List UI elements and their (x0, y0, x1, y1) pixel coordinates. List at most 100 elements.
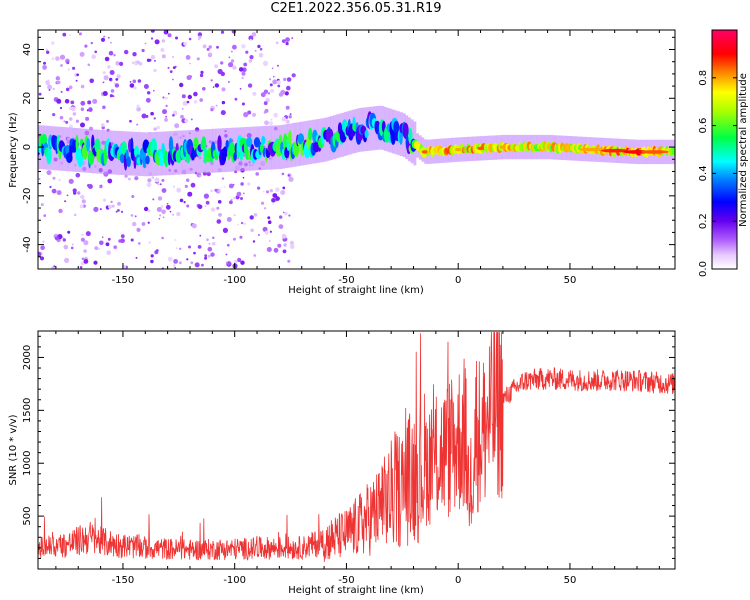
noise-pixel (204, 205, 207, 208)
noise-pixel (210, 79, 213, 82)
noise-pixel (129, 81, 132, 83)
noise-pixel (67, 230, 71, 234)
noise-pixel (80, 122, 85, 128)
noise-pixel (214, 188, 218, 192)
snr-line (38, 332, 675, 562)
noise-pixel (284, 91, 289, 96)
noise-pixel (247, 110, 252, 115)
noise-pixel (217, 200, 222, 204)
noise-pixel (271, 67, 274, 70)
noise-pixel (212, 236, 215, 239)
noise-pixel (43, 61, 46, 65)
noise-pixel (248, 35, 254, 41)
noise-pixel (273, 247, 279, 253)
noise-pixel (286, 77, 292, 82)
ridge-pixel (402, 122, 409, 139)
noise-pixel (106, 120, 109, 123)
noise-pixel (196, 57, 200, 61)
noise-pixel (252, 91, 257, 96)
noise-pixel (93, 206, 99, 212)
noise-pixel (214, 64, 219, 69)
noise-pixel (147, 221, 150, 224)
noise-pixel (85, 116, 90, 121)
noise-pixel (255, 172, 259, 176)
noise-pixel (154, 60, 156, 62)
noise-pixel (201, 263, 204, 267)
noise-pixel (242, 176, 245, 179)
noise-pixel (257, 234, 260, 236)
noise-pixel (185, 55, 191, 60)
noise-pixel (101, 123, 105, 127)
noise-pixel (186, 178, 190, 182)
noise-pixel (276, 80, 281, 85)
noise-pixel (275, 187, 280, 192)
noise-pixel (200, 70, 204, 74)
noise-pixel (202, 44, 207, 49)
noise-pixel (269, 83, 273, 87)
noise-pixel (173, 259, 179, 264)
noise-pixel (211, 241, 216, 246)
noise-pixel (47, 84, 53, 90)
noise-pixel (58, 208, 63, 214)
noise-pixel (268, 121, 273, 126)
noise-pixel (159, 214, 162, 217)
noise-pixel (80, 261, 85, 266)
x-tick-label: -100 (223, 575, 246, 586)
noise-pixel (220, 110, 226, 116)
noise-pixel (40, 245, 45, 251)
noise-pixel (268, 239, 271, 242)
y-tick-label: 1000 (22, 450, 33, 475)
noise-pixel (179, 198, 184, 203)
noise-pixel (166, 202, 169, 205)
noise-pixel (193, 251, 196, 255)
noise-pixel (282, 211, 285, 214)
noise-pixel (93, 260, 98, 265)
noise-pixel (87, 100, 92, 105)
noise-pixel (272, 79, 278, 85)
noise-pixel (40, 203, 44, 207)
noise-pixel (221, 100, 226, 105)
noise-pixel (272, 203, 274, 205)
noise-pixel (183, 41, 188, 46)
noise-pixel (59, 115, 64, 120)
noise-pixel (172, 78, 174, 81)
noise-pixel (110, 41, 112, 44)
noise-pixel (281, 172, 285, 176)
noise-pixel (161, 236, 164, 240)
noise-pixel (281, 116, 287, 122)
ridge-halo (129, 131, 132, 176)
y-tick-label: -20 (22, 188, 33, 204)
noise-pixel (162, 109, 167, 115)
noise-pixel (248, 59, 253, 63)
noise-pixel (275, 41, 279, 45)
noise-pixel (117, 209, 120, 212)
noise-pixel (237, 223, 240, 226)
noise-pixel (103, 35, 106, 38)
noise-pixel (53, 265, 56, 268)
noise-pixel (280, 190, 286, 195)
noise-pixel (228, 183, 234, 189)
noise-pixel (210, 207, 216, 212)
noise-pixel (281, 39, 286, 43)
noise-pixel (234, 97, 238, 101)
noise-pixel (197, 32, 203, 37)
noise-pixel (230, 198, 233, 201)
noise-pixel (264, 120, 269, 126)
noise-pixel (190, 261, 194, 265)
ridge-pixel (386, 123, 391, 132)
noise-pixel (252, 112, 256, 117)
noise-pixel (99, 240, 104, 246)
noise-pixel (83, 249, 87, 253)
noise-pixel (193, 91, 198, 97)
noise-pixel (45, 80, 50, 84)
noise-pixel (153, 89, 155, 92)
ridge-pixel (297, 133, 305, 145)
noise-pixel (63, 120, 66, 123)
noise-pixel (226, 217, 232, 222)
ridge-pixel (65, 144, 71, 155)
noise-pixel (241, 44, 246, 49)
noise-pixel (75, 119, 79, 123)
noise-pixel (46, 50, 50, 54)
noise-pixel (249, 55, 254, 60)
noise-pixel (178, 261, 182, 265)
